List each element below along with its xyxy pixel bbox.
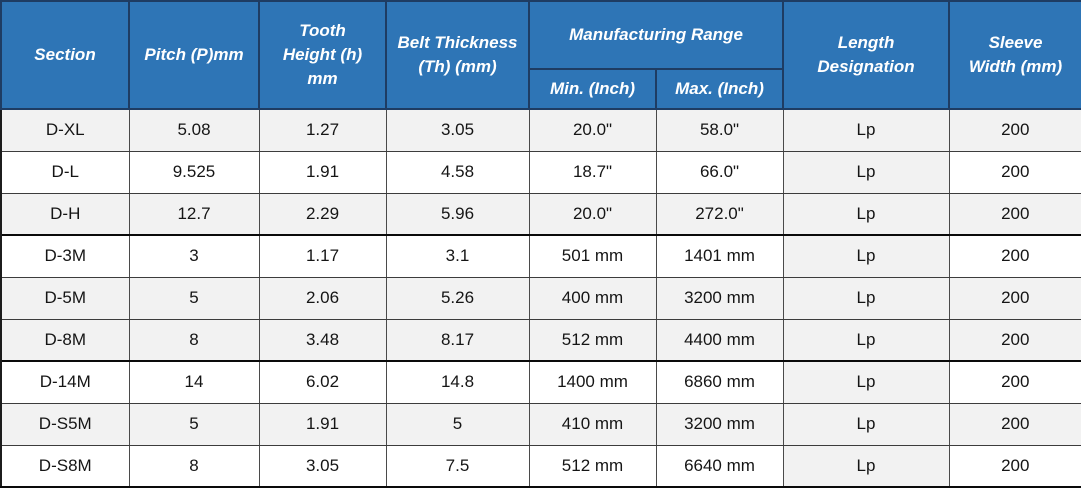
cell-belt-thickness: 5.26 <box>385 276 530 320</box>
cell-belt-thickness: 3.05 <box>385 108 530 152</box>
cell-pitch: 12.7 <box>128 192 260 236</box>
cell-section: D-H <box>0 192 130 236</box>
col-header-tooth-height: Tooth Height (h) mm <box>258 0 387 110</box>
cell-section: D-L <box>0 150 130 194</box>
cell-tooth-height: 2.06 <box>258 276 387 320</box>
cell-length: Lp <box>782 192 950 236</box>
cell-section: D-S8M <box>0 444 130 488</box>
table-row: D-3M 3 1.17 3.1 501 mm 1401 mm Lp 200 <box>0 234 1081 278</box>
cell-max: 6860 mm <box>655 360 784 404</box>
cell-max: 1401 mm <box>655 234 784 278</box>
table-row: D-14M 14 6.02 14.8 1400 mm 6860 mm Lp 20… <box>0 360 1081 404</box>
cell-belt-thickness: 3.1 <box>385 234 530 278</box>
cell-tooth-height: 1.27 <box>258 108 387 152</box>
cell-min: 20.0" <box>528 108 657 152</box>
col-header-belt-thickness: Belt Thickness (Th) (mm) <box>385 0 530 110</box>
cell-sleeve: 200 <box>948 276 1081 320</box>
cell-sleeve: 200 <box>948 318 1081 362</box>
col-header-manufacturing-range: Manufacturing Range <box>527 0 785 70</box>
cell-length: Lp <box>782 276 950 320</box>
cell-pitch: 3 <box>128 234 260 278</box>
cell-pitch: 14 <box>128 360 260 404</box>
table-row: D-H 12.7 2.29 5.96 20.0" 272.0" Lp 200 <box>0 192 1081 236</box>
col-header-sleeve-width: Sleeve Width (mm) <box>948 0 1081 110</box>
cell-min: 410 mm <box>528 402 657 446</box>
cell-section: D-XL <box>0 108 130 152</box>
cell-tooth-height: 1.17 <box>258 234 387 278</box>
table-body: D-XL 5.08 1.27 3.05 20.0" 58.0" Lp 200 D… <box>0 108 1081 488</box>
cell-pitch: 8 <box>128 318 260 362</box>
cell-length: Lp <box>782 234 950 278</box>
cell-pitch: 5 <box>128 402 260 446</box>
cell-section: D-3M <box>0 234 130 278</box>
table-row: D-5M 5 2.06 5.26 400 mm 3200 mm Lp 200 <box>0 276 1081 320</box>
cell-pitch: 9.525 <box>128 150 260 194</box>
cell-belt-thickness: 14.8 <box>385 360 530 404</box>
header-row-top: Section Pitch (P)mm Tooth Height (h) mm … <box>0 0 1081 110</box>
cell-length: Lp <box>782 402 950 446</box>
cell-pitch: 5 <box>128 276 260 320</box>
cell-sleeve: 200 <box>948 402 1081 446</box>
cell-sleeve: 200 <box>948 444 1081 488</box>
cell-tooth-height: 3.48 <box>258 318 387 362</box>
cell-pitch: 5.08 <box>128 108 260 152</box>
table-row: D-L 9.525 1.91 4.58 18.7" 66.0" Lp 200 <box>0 150 1081 194</box>
cell-section: D-14M <box>0 360 130 404</box>
cell-min: 512 mm <box>528 444 657 488</box>
cell-min: 512 mm <box>528 318 657 362</box>
cell-min: 400 mm <box>528 276 657 320</box>
cell-min: 1400 mm <box>528 360 657 404</box>
cell-max: 58.0" <box>655 108 784 152</box>
table-row: D-XL 5.08 1.27 3.05 20.0" 58.0" Lp 200 <box>0 108 1081 152</box>
cell-tooth-height: 3.05 <box>258 444 387 488</box>
header-row-sub: Min. (Inch) Max. (Inch) <box>1 68 1081 110</box>
cell-belt-thickness: 7.5 <box>385 444 530 488</box>
timing-belt-spec-table: Section Pitch (P)mm Tooth Height (h) mm … <box>0 0 1081 488</box>
cell-tooth-height: 1.91 <box>258 150 387 194</box>
cell-section: D-8M <box>0 318 130 362</box>
cell-belt-thickness: 5.96 <box>385 192 530 236</box>
cell-tooth-height: 1.91 <box>258 402 387 446</box>
cell-max: 6640 mm <box>655 444 784 488</box>
cell-max: 4400 mm <box>655 318 784 362</box>
cell-length: Lp <box>782 318 950 362</box>
col-header-length-designation: Length Designation <box>782 0 951 110</box>
cell-max: 3200 mm <box>655 402 784 446</box>
cell-min: 501 mm <box>528 234 657 278</box>
cell-length: Lp <box>782 360 950 404</box>
cell-max: 3200 mm <box>655 276 784 320</box>
table-row: D-8M 8 3.48 8.17 512 mm 4400 mm Lp 200 <box>0 318 1081 362</box>
cell-length: Lp <box>782 444 950 488</box>
cell-sleeve: 200 <box>948 108 1081 152</box>
table-row: D-S8M 8 3.05 7.5 512 mm 6640 mm Lp 200 <box>0 444 1081 488</box>
cell-section: D-S5M <box>0 402 130 446</box>
cell-length: Lp <box>782 108 950 152</box>
col-header-section: Section <box>0 0 130 110</box>
cell-min: 18.7" <box>528 150 657 194</box>
table-header: Section Pitch (P)mm Tooth Height (h) mm … <box>0 0 1081 110</box>
col-header-max-inch: Max. (Inch) <box>654 68 785 110</box>
cell-sleeve: 200 <box>948 192 1081 236</box>
cell-section: D-5M <box>0 276 130 320</box>
cell-belt-thickness: 8.17 <box>385 318 530 362</box>
col-header-pitch: Pitch (P)mm <box>128 0 260 110</box>
cell-max: 272.0" <box>655 192 784 236</box>
cell-max: 66.0" <box>655 150 784 194</box>
cell-belt-thickness: 5 <box>385 402 530 446</box>
cell-sleeve: 200 <box>948 360 1081 404</box>
cell-tooth-height: 6.02 <box>258 360 387 404</box>
cell-length: Lp <box>782 150 950 194</box>
table-row: D-S5M 5 1.91 5 410 mm 3200 mm Lp 200 <box>0 402 1081 446</box>
cell-sleeve: 200 <box>948 150 1081 194</box>
cell-pitch: 8 <box>128 444 260 488</box>
cell-belt-thickness: 4.58 <box>385 150 530 194</box>
col-header-min-inch: Min. (Inch) <box>528 68 657 110</box>
cell-tooth-height: 2.29 <box>258 192 387 236</box>
cell-min: 20.0" <box>528 192 657 236</box>
cell-sleeve: 200 <box>948 234 1081 278</box>
